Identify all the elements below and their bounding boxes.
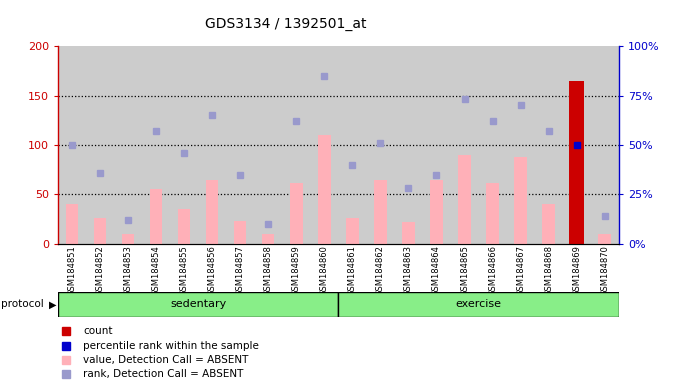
Bar xyxy=(94,218,106,244)
Text: GDS3134 / 1392501_at: GDS3134 / 1392501_at xyxy=(205,17,367,31)
Bar xyxy=(150,189,163,244)
Text: value, Detection Call = ABSENT: value, Detection Call = ABSENT xyxy=(83,355,248,365)
Bar xyxy=(598,234,611,244)
Bar xyxy=(569,81,584,244)
Bar xyxy=(58,292,339,317)
Bar xyxy=(514,157,527,244)
Bar xyxy=(65,204,78,244)
Bar xyxy=(339,292,619,317)
Bar xyxy=(458,155,471,244)
Bar xyxy=(122,234,134,244)
Bar xyxy=(486,182,499,244)
Bar xyxy=(402,222,415,244)
Bar xyxy=(234,221,246,244)
Bar xyxy=(346,218,358,244)
Bar xyxy=(206,180,218,244)
Bar xyxy=(318,135,330,244)
Text: ▶: ▶ xyxy=(49,299,56,310)
Text: rank, Detection Call = ABSENT: rank, Detection Call = ABSENT xyxy=(83,369,243,379)
Bar xyxy=(290,182,303,244)
Text: protocol: protocol xyxy=(1,299,44,310)
Text: percentile rank within the sample: percentile rank within the sample xyxy=(83,341,259,351)
Bar xyxy=(177,209,190,244)
Text: sedentary: sedentary xyxy=(170,299,226,310)
Text: count: count xyxy=(83,326,113,336)
Bar xyxy=(374,180,387,244)
Bar xyxy=(543,204,555,244)
Bar xyxy=(430,180,443,244)
Text: exercise: exercise xyxy=(456,299,502,310)
Bar xyxy=(262,234,275,244)
